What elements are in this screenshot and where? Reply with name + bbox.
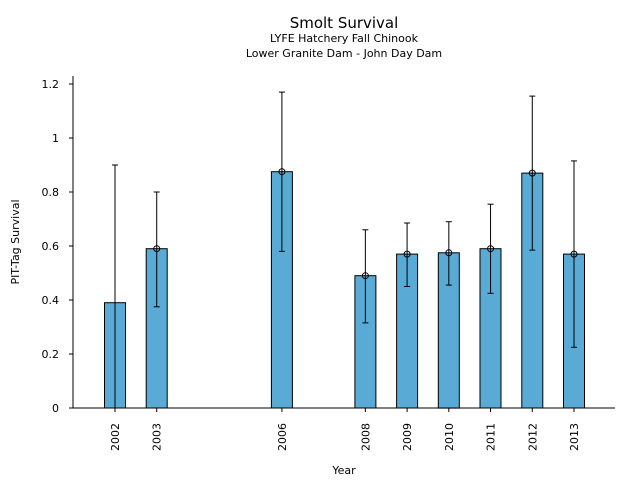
y-axis-label: PIT-Tag Survival (9, 199, 22, 284)
y-tick-label-0: 0 (52, 402, 59, 415)
error-bar-2006 (278, 91, 286, 252)
y-tick-label-0.6: 0.6 (42, 240, 60, 253)
y-tick-label-1: 1 (52, 132, 59, 145)
x-axis-label: Year (331, 464, 356, 477)
point-marker (153, 245, 161, 253)
point-marker (403, 250, 411, 258)
x-tick-label-2008: 2008 (359, 423, 372, 451)
x-tick-label-2009: 2009 (401, 423, 414, 451)
error-bar-2008 (361, 229, 369, 324)
point-marker (487, 245, 495, 253)
point-marker (361, 272, 369, 280)
x-tick-label-2013: 2013 (568, 423, 581, 451)
error-bar-2003 (153, 191, 161, 308)
bars-layer (104, 171, 585, 409)
x-tick-label-2011: 2011 (485, 423, 498, 451)
x-tick-label-2010: 2010 (443, 423, 456, 451)
point-marker (570, 250, 578, 258)
point-marker (445, 249, 453, 257)
chart-subtitle-line-1: LYFE Hatchery Fall Chinook (270, 32, 419, 45)
x-tick-label-2006: 2006 (276, 423, 289, 451)
x-tick-label-2003: 2003 (151, 423, 164, 451)
y-ticks: 0 0.2 0.4 0.6 0.8 1 1.2 (42, 78, 73, 415)
error-bars-layer (112, 91, 578, 408)
error-bar-2002 (112, 164, 118, 408)
x-ticks: 2002 2003 2006 2008 2009 2010 2011 2012 2013 (109, 408, 581, 451)
chart-subtitle-line-2: Lower Granite Dam - John Day Dam (246, 47, 442, 60)
error-bar-2010 (445, 221, 453, 286)
point-marker (528, 169, 536, 177)
chart-title: Smolt Survival (290, 14, 399, 32)
error-bar-2011 (487, 203, 495, 294)
x-tick-label-2002: 2002 (109, 423, 122, 451)
y-tick-label-0.4: 0.4 (42, 294, 60, 307)
error-bar-2013 (570, 160, 578, 348)
point-marker (278, 168, 286, 176)
error-bar-2009 (403, 222, 411, 287)
y-tick-label-1.2: 1.2 (42, 78, 60, 91)
error-bar-2012 (528, 95, 536, 251)
x-tick-label-2012: 2012 (526, 423, 539, 451)
y-tick-label-0.8: 0.8 (42, 186, 60, 199)
y-tick-label-0.2: 0.2 (42, 348, 60, 361)
